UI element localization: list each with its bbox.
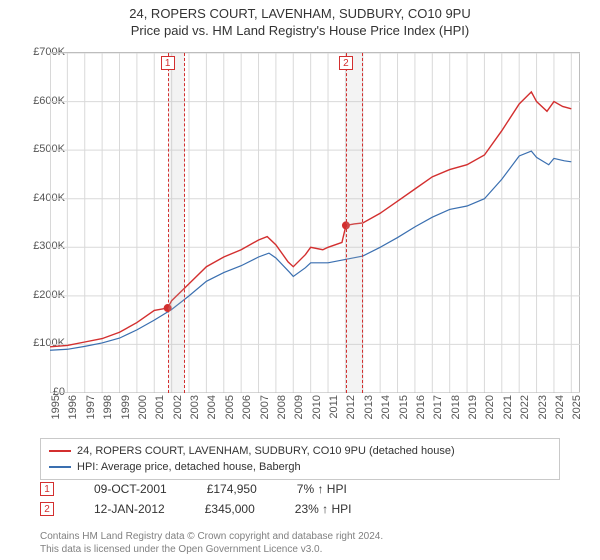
x-tick-label: 2022: [519, 395, 531, 419]
x-tick-label: 2003: [189, 395, 201, 419]
legend-box: 24, ROPERS COURT, LAVENHAM, SUDBURY, CO1…: [40, 438, 560, 480]
transaction-row-1: 1 09-OCT-2001 £174,950 7% ↑ HPI: [40, 482, 560, 496]
txn-date-1: 09-OCT-2001: [94, 482, 167, 496]
x-tick-label: 2013: [363, 395, 375, 419]
x-tick-label: 1998: [102, 395, 114, 419]
x-tick-label: 2021: [502, 395, 514, 419]
footer-line-2: This data is licensed under the Open Gov…: [40, 544, 560, 557]
footer-attribution: Contains HM Land Registry data © Crown c…: [40, 531, 560, 556]
x-tick-label: 2005: [224, 395, 236, 419]
x-tick-label: 2016: [415, 395, 427, 419]
shade-band: [168, 53, 185, 393]
footer-line-1: Contains HM Land Registry data © Crown c…: [40, 531, 560, 544]
chart-title: 24, ROPERS COURT, LAVENHAM, SUDBURY, CO1…: [0, 6, 600, 21]
title-block: 24, ROPERS COURT, LAVENHAM, SUDBURY, CO1…: [0, 0, 600, 40]
txn-marker-2: 2: [40, 502, 54, 516]
x-tick-label: 2025: [571, 395, 583, 419]
x-tick-label: 1996: [67, 395, 79, 419]
transaction-row-2: 2 12-JAN-2012 £345,000 23% ↑ HPI: [40, 502, 560, 516]
x-tick-label: 2024: [554, 395, 566, 419]
shade-band: [346, 53, 363, 393]
legend-row-property: 24, ROPERS COURT, LAVENHAM, SUDBURY, CO1…: [49, 443, 551, 459]
x-tick-label: 2015: [398, 395, 410, 419]
x-tick-label: 1999: [120, 395, 132, 419]
legend-label-property: 24, ROPERS COURT, LAVENHAM, SUDBURY, CO1…: [77, 445, 455, 457]
txn-price-2: £345,000: [205, 502, 255, 516]
txn-marker-1: 1: [40, 482, 54, 496]
x-tick-label: 2018: [450, 395, 462, 419]
txn-price-1: £174,950: [207, 482, 257, 496]
x-tick-label: 2000: [137, 395, 149, 419]
x-tick-label: 2001: [154, 395, 166, 419]
x-tick-label: 2006: [241, 395, 253, 419]
x-tick-label: 2020: [484, 395, 496, 419]
x-tick-label: 1997: [85, 395, 97, 419]
legend-swatch-property: [49, 450, 71, 452]
x-tick-label: 2019: [467, 395, 479, 419]
txn-delta-2: 23% ↑ HPI: [295, 502, 352, 516]
x-tick-label: 2023: [537, 395, 549, 419]
x-tick-label: 2002: [172, 395, 184, 419]
x-tick-label: 2014: [380, 395, 392, 419]
plot-area: 12: [50, 52, 580, 392]
plot-svg: [50, 53, 580, 393]
sale-marker-box: 2: [339, 56, 353, 70]
chart-subtitle: Price paid vs. HM Land Registry's House …: [0, 23, 600, 38]
x-tick-label: 2012: [345, 395, 357, 419]
sale-marker-box: 1: [161, 56, 175, 70]
legend-row-hpi: HPI: Average price, detached house, Babe…: [49, 459, 551, 475]
x-tick-label: 2004: [206, 395, 218, 419]
x-tick-label: 2010: [311, 395, 323, 419]
x-tick-label: 2009: [293, 395, 305, 419]
legend-label-hpi: HPI: Average price, detached house, Babe…: [77, 461, 301, 473]
txn-date-2: 12-JAN-2012: [94, 502, 165, 516]
x-tick-label: 2017: [432, 395, 444, 419]
x-tick-label: 2011: [328, 395, 340, 419]
legend-swatch-hpi: [49, 466, 71, 468]
txn-delta-1: 7% ↑ HPI: [297, 482, 347, 496]
x-tick-label: 2008: [276, 395, 288, 419]
x-tick-label: 2007: [259, 395, 271, 419]
x-tick-label: 1995: [50, 395, 62, 419]
chart-container: 24, ROPERS COURT, LAVENHAM, SUDBURY, CO1…: [0, 0, 600, 560]
